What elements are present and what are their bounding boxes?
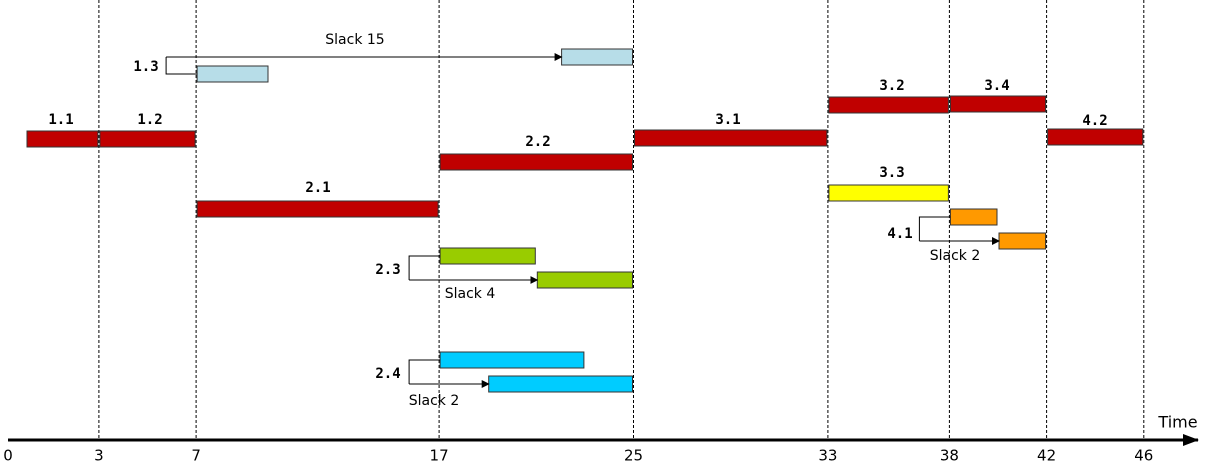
slack-label: Slack 15	[325, 32, 384, 48]
task-bar	[99, 130, 196, 148]
task-bar	[488, 375, 634, 393]
tick-label: 7	[191, 447, 201, 465]
task-label: 1.1	[48, 112, 73, 128]
task-label: 2.1	[305, 180, 330, 196]
slack-bracket	[408, 359, 441, 384]
task-label: 4.2	[1082, 113, 1107, 129]
task-bar	[439, 247, 536, 265]
task-label: 2.3	[375, 262, 400, 278]
tick-label: 46	[1134, 447, 1153, 465]
task-bar	[439, 153, 633, 171]
task-label: 3.3	[879, 165, 904, 181]
task-bar	[561, 48, 633, 66]
task-label: 1.2	[137, 112, 162, 128]
slack-bracket	[165, 57, 198, 75]
axis-label: Time	[1157, 413, 1197, 432]
slack-label: Slack 2	[409, 393, 460, 409]
tick-label: 0	[3, 447, 13, 465]
task-label: 3.2	[879, 78, 904, 94]
task-bar	[26, 130, 99, 148]
task-bar	[1047, 128, 1144, 146]
task-bar	[196, 65, 269, 83]
task-label: 2.2	[525, 134, 550, 150]
task-bar	[949, 95, 1047, 113]
tick-label: 25	[624, 447, 643, 465]
task-bar	[828, 96, 949, 114]
task-label: 3.1	[715, 112, 740, 128]
slack-label: Slack 4	[445, 286, 496, 302]
tick-label: 3	[94, 447, 104, 465]
task-bar	[828, 184, 949, 202]
task-label: 4.1	[887, 226, 912, 242]
tick-label: 42	[1037, 447, 1056, 465]
task-label: 3.4	[984, 78, 1009, 94]
task-bar	[536, 271, 633, 289]
task-bar	[998, 232, 1047, 250]
task-bar	[949, 208, 998, 226]
task-label: 2.4	[375, 366, 400, 382]
task-bar	[634, 129, 828, 147]
slack-bracket	[408, 255, 441, 280]
tick-label: 33	[818, 447, 837, 465]
slack-bracket	[918, 216, 951, 241]
tick-label: 17	[430, 447, 449, 465]
task-bar	[439, 351, 585, 369]
task-label: 1.3	[133, 59, 158, 75]
task-bar	[196, 200, 439, 218]
slack-label: Slack 2	[930, 248, 981, 264]
tick-label: 38	[940, 447, 959, 465]
